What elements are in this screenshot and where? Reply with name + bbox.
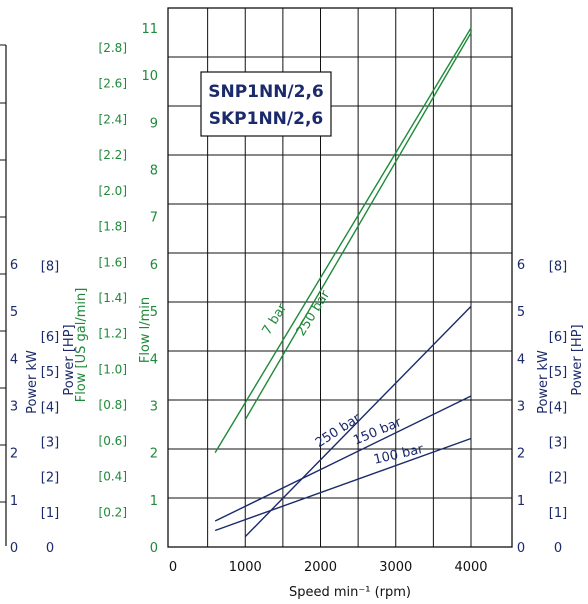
x-tick-label: 1000 xyxy=(229,560,262,575)
flow-lpm-tick-label: 5 xyxy=(150,305,158,320)
flow-lpm-tick-label: 11 xyxy=(141,22,158,37)
flow-lpm-tick-label: 8 xyxy=(150,164,158,179)
power-hp-tick-label-right: [2] xyxy=(549,471,567,486)
series-line xyxy=(214,27,472,453)
power-hp-tick-label-left: [1] xyxy=(41,506,59,521)
series-line xyxy=(244,305,472,538)
power-hp-tick-label-left: [8] xyxy=(41,260,59,275)
power-kw-tick-label-right: 4 xyxy=(517,352,525,367)
flow-lpm-tick-label: 2 xyxy=(150,447,158,462)
power-hp-tick-label-left: [6] xyxy=(41,330,59,345)
power-hp-tick-label-right: [3] xyxy=(549,435,567,450)
x-tick-label: 4000 xyxy=(454,560,487,575)
flow-lpm-tick-label: 9 xyxy=(150,116,158,131)
power-kw-tick-label-left: 6 xyxy=(10,258,18,273)
flow-lpm-axis-title: Flow l/min xyxy=(138,297,153,363)
power-kw-tick-label-right: 2 xyxy=(517,447,525,462)
legend-line-2: SKP1NN/2,6 xyxy=(209,109,323,129)
flow-usgal-tick-label: [1.0] xyxy=(99,362,127,376)
power-kw-tick-label-right: 0 xyxy=(517,541,525,556)
x-tick-label: 2000 xyxy=(304,560,337,575)
flow-lpm-tick-label: 3 xyxy=(150,399,158,414)
power-hp-tick-label-left: [3] xyxy=(41,435,59,450)
series-line xyxy=(244,32,472,420)
flow-usgal-tick-label: [0.8] xyxy=(99,398,127,412)
power-hp-tick-label-right: [8] xyxy=(549,260,567,275)
power-hp-tick-label-right: [5] xyxy=(549,365,567,380)
flow-usgal-tick-label: [2.4] xyxy=(99,112,127,126)
power-kw-tick-label-right: 3 xyxy=(517,399,525,414)
flow-lpm-tick-label: 0 xyxy=(150,541,158,556)
power-kw-tick-label-left: 3 xyxy=(10,399,18,414)
series-line xyxy=(214,395,472,522)
flow-usgal-tick-label: [1.4] xyxy=(99,291,127,305)
flow-lpm-tick-label: 10 xyxy=(141,69,158,84)
power-hp-tick-label-left: [4] xyxy=(41,400,59,415)
power-hp-axis-title-left: Power [HP] xyxy=(62,324,77,395)
x-tick-label: 0 xyxy=(169,560,177,575)
flow-lpm-tick-label: 1 xyxy=(150,494,158,509)
power-hp-tick-label-right: [4] xyxy=(549,400,567,415)
flow-usgal-tick-label: [1.2] xyxy=(99,327,127,341)
power-kw-tick-label-right: 5 xyxy=(517,305,525,320)
power-hp-tick-label-left: [2] xyxy=(41,471,59,486)
flow-usgal-axis-title: Flow [US gal/min] xyxy=(74,288,89,403)
power-hp-tick-label-left: 0 xyxy=(46,541,54,556)
power-hp-tick-label-right: 0 xyxy=(554,541,562,556)
flow-usgal-tick-label: [2.2] xyxy=(99,148,127,162)
power-kw-tick-label-right: 6 xyxy=(517,258,525,273)
plot-frame xyxy=(167,7,513,548)
flow-lpm-tick-label: 4 xyxy=(150,352,158,367)
ticks-layer: 0 1000 2000 3000 400001234567891011[0.2][0.4… xyxy=(10,22,567,575)
x-axis-title: Speed min⁻¹ (rpm) xyxy=(289,585,411,600)
legend-box xyxy=(200,71,332,137)
power-hp-tick-label-right: [6] xyxy=(549,330,567,345)
x-tick-label: 3000 xyxy=(379,560,412,575)
power-kw-tick-label-left: 4 xyxy=(10,352,18,367)
power-kw-tick-label-left: 5 xyxy=(10,305,18,320)
power-kw-tick-label-left: 1 xyxy=(10,494,18,509)
series-line xyxy=(214,437,472,532)
flow-usgal-tick-label: [0.4] xyxy=(99,470,127,484)
power-kw-axis-title-right: Power kW xyxy=(536,350,551,414)
flow-lpm-tick-label: 6 xyxy=(150,258,158,273)
power-kw-tick-label-left: 2 xyxy=(10,447,18,462)
power-kw-tick-label-right: 1 xyxy=(517,494,525,509)
legend-line-1: SNP1NN/2,6 xyxy=(208,82,324,102)
flow-usgal-tick-label: [0.2] xyxy=(99,505,127,519)
series-label: 7 bar xyxy=(260,300,291,337)
power-kw-axis-title-left: Power kW xyxy=(25,350,40,414)
power-hp-tick-label-left: [5] xyxy=(41,365,59,380)
power-kw-tick-label-left: 0 xyxy=(10,541,18,556)
flow-usgal-tick-label: [2.0] xyxy=(99,184,127,198)
flow-lpm-tick-label: 7 xyxy=(150,211,158,226)
flow-usgal-tick-label: [2.8] xyxy=(99,41,127,55)
flow-usgal-tick-label: [0.6] xyxy=(99,434,127,448)
power-hp-tick-label-right: [1] xyxy=(549,506,567,521)
flow-usgal-tick-label: [1.6] xyxy=(99,255,127,269)
flow-usgal-tick-label: [1.8] xyxy=(99,220,127,234)
flow-usgal-tick-label: [2.6] xyxy=(99,77,127,91)
power-hp-axis-title-right: Power [HP] xyxy=(570,324,585,395)
